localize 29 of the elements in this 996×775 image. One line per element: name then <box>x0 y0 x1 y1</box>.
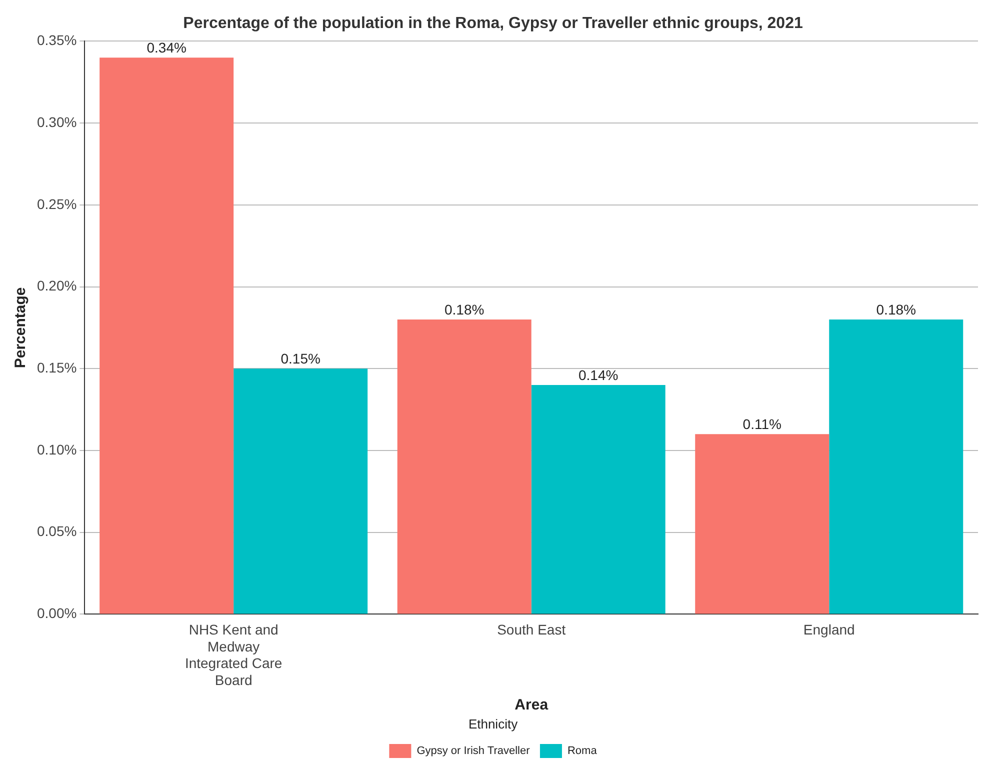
bar <box>829 320 964 614</box>
x-tick-label: England <box>803 621 855 638</box>
bar <box>695 434 830 614</box>
legend-title: Ethnicity <box>468 716 518 732</box>
bar <box>234 368 368 614</box>
x-tick-label: South East <box>497 621 566 638</box>
bar <box>531 385 666 614</box>
x-tick-label: NHS Kent and Medway Integrated Care Board <box>184 621 282 688</box>
legend-label: Roma <box>567 745 598 758</box>
y-axis-title: Percentage <box>12 287 30 368</box>
data-label: 0.18% <box>876 301 916 318</box>
x-axis-title: Area <box>514 696 549 714</box>
data-label: 0.34% <box>146 39 186 56</box>
y-tick-label: 0.15% <box>36 359 77 376</box>
y-tick-label: 0.30% <box>36 114 77 130</box>
data-label: 0.14% <box>578 366 618 383</box>
y-tick-label: 0.00% <box>36 605 77 622</box>
data-label: 0.11% <box>742 416 782 432</box>
chart-title: Percentage of the population in the Roma, Gypsy or Traveller ethnic groups, 2021 <box>183 15 803 32</box>
legend-label: Gypsy or Irish Traveller <box>416 745 530 758</box>
y-tick-label: 0.10% <box>36 441 77 458</box>
y-tick-label: 0.05% <box>36 523 77 540</box>
y-tick-label: 0.25% <box>36 196 77 212</box>
data-label: 0.15% <box>280 350 320 366</box>
bar <box>100 58 234 614</box>
y-tick-label: 0.20% <box>36 278 77 294</box>
y-tick-label: 0.35% <box>36 32 77 48</box>
data-label: 0.18% <box>444 301 484 318</box>
bar <box>397 320 532 614</box>
